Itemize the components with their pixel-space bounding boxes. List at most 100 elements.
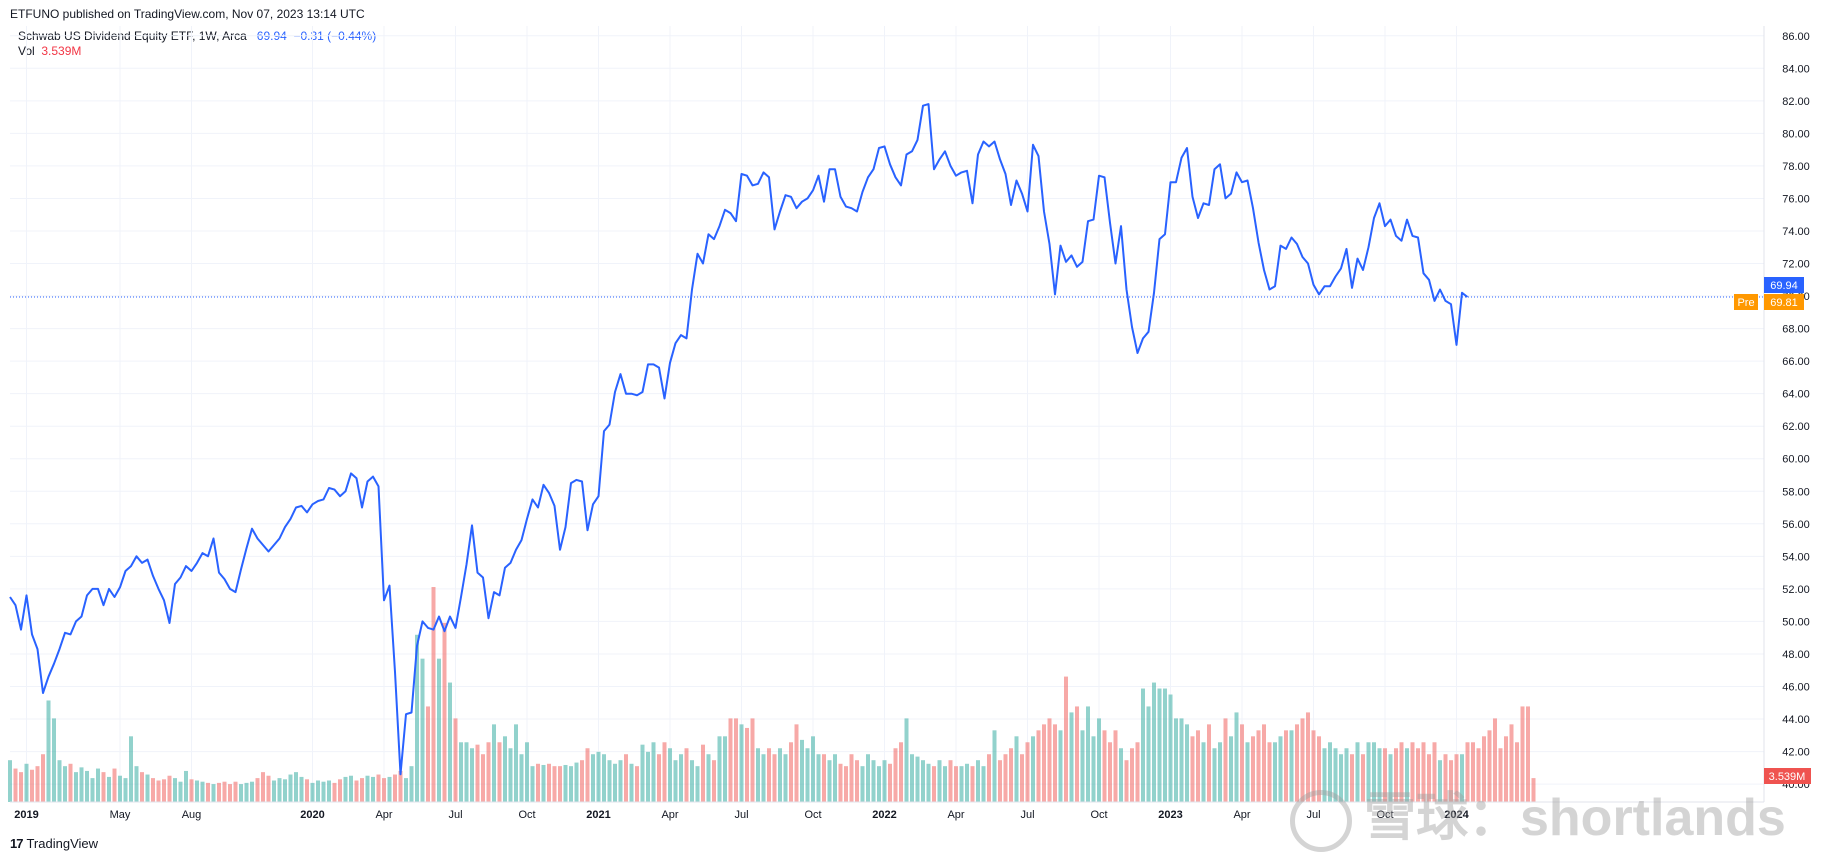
volume-bar <box>959 766 964 802</box>
volume-bar <box>1141 688 1145 802</box>
y-tick-label: 56.00 <box>1782 519 1810 531</box>
volume-bar <box>855 760 859 802</box>
volume-bar <box>926 763 931 802</box>
volume-bar <box>1498 748 1503 802</box>
volume-bar <box>211 784 216 802</box>
volume-bar <box>1383 748 1387 802</box>
volume-bar <box>1196 730 1200 802</box>
volume-bar <box>360 778 364 802</box>
x-tick-label: Apr <box>1233 809 1250 821</box>
volume-bar <box>1421 742 1426 802</box>
volume-bar <box>1201 742 1206 802</box>
volume-bar <box>1058 730 1063 802</box>
volume-bar <box>365 775 370 802</box>
volume-bar <box>217 782 221 802</box>
volume-bar <box>1427 754 1431 802</box>
volume-bar <box>101 772 106 802</box>
volume-bar <box>783 754 788 802</box>
volume-bar <box>156 780 161 802</box>
x-tick-label: 2020 <box>300 809 324 821</box>
volume-bar <box>591 754 595 802</box>
volume-bar <box>1322 748 1327 802</box>
volume-bar <box>514 724 518 802</box>
volume-bar <box>195 780 199 802</box>
volume-bar <box>816 754 821 802</box>
y-tick-label: 64.00 <box>1782 389 1810 401</box>
published-caption: ETFUNO published on TradingView.com, Nov… <box>10 7 365 21</box>
volume-bar <box>200 781 205 802</box>
x-tick-label: 2021 <box>586 809 610 821</box>
x-tick-label: Apr <box>661 809 678 821</box>
x-tick-label: Jul <box>1020 809 1034 821</box>
volume-bar <box>277 778 282 802</box>
volume-bar <box>1531 778 1536 802</box>
volume-bar <box>1086 706 1090 802</box>
volume-bar <box>1487 730 1492 802</box>
volume-bar <box>899 742 903 802</box>
volume-bar <box>585 748 590 802</box>
y-tick-label: 58.00 <box>1782 486 1810 498</box>
volume-bars <box>8 587 1536 802</box>
volume-bar <box>74 772 78 802</box>
volume-bar <box>706 754 711 802</box>
volume-bar <box>1163 688 1167 802</box>
volume-bar <box>162 779 166 802</box>
volume-bar <box>1108 742 1112 802</box>
pre-label: Pre <box>1737 297 1754 309</box>
volume-bar <box>1251 736 1255 802</box>
volume-bar <box>123 778 128 802</box>
volume-bar <box>739 724 744 802</box>
volume-bar <box>1267 742 1272 802</box>
volume-bar <box>1003 754 1008 802</box>
time-axis: 2019 May Aug 2020 Apr Jul Oct 2021 Apr Jul Oct 2022… <box>14 809 1469 821</box>
volume-bar <box>497 742 502 802</box>
volume-bar <box>129 736 133 802</box>
volume-bar <box>1064 676 1068 802</box>
y-tick-label: 54.00 <box>1782 551 1810 563</box>
tradingview-logo[interactable]: 17 TradingView <box>10 836 98 851</box>
y-tick-label: 74.00 <box>1782 226 1810 238</box>
volume-bar <box>981 766 986 802</box>
volume-bar <box>431 587 436 802</box>
volume-bar <box>107 776 111 802</box>
volume-bar <box>563 764 568 802</box>
price-points <box>9 104 1468 775</box>
volume-bar <box>772 754 777 802</box>
volume-bar <box>1130 748 1134 802</box>
volume-bar <box>596 751 601 802</box>
volume-bar <box>712 760 716 802</box>
volume-bar <box>970 766 975 802</box>
pre-market-badge: Pre 69.81 <box>1734 294 1804 310</box>
y-tick-label: 42.00 <box>1782 747 1810 759</box>
volume-bar <box>662 742 667 802</box>
volume-bar <box>1399 742 1404 802</box>
volume-bar <box>602 754 606 802</box>
volume-bar <box>1493 718 1497 802</box>
volume-bar <box>1278 736 1283 802</box>
volume-bar <box>1174 718 1178 802</box>
volume-bar <box>464 742 469 802</box>
y-tick-label: 68.00 <box>1782 324 1810 336</box>
watermark: 雪球：shortlands <box>1290 775 1786 853</box>
volume-bar <box>932 766 936 802</box>
volume-bar <box>288 774 293 802</box>
volume-bar <box>1454 754 1459 802</box>
volume-bar <box>1025 742 1030 802</box>
volume-bar <box>272 780 276 802</box>
volume-bar <box>519 754 524 802</box>
volume-bar <box>398 770 403 802</box>
y-tick-label: 82.00 <box>1782 96 1810 108</box>
volume-bar <box>613 763 617 802</box>
volume-bar <box>580 760 584 802</box>
volume-bar <box>1438 760 1442 802</box>
volume-bar <box>756 748 760 802</box>
volume-bar <box>1350 754 1354 802</box>
volume-bar <box>734 718 738 802</box>
volume-bar <box>508 748 513 802</box>
volume-bar <box>684 748 689 802</box>
volume-bar <box>998 760 1002 802</box>
volume-bar <box>118 775 122 802</box>
volume-bar <box>189 779 194 802</box>
y-tick-label: 44.00 <box>1782 714 1810 726</box>
